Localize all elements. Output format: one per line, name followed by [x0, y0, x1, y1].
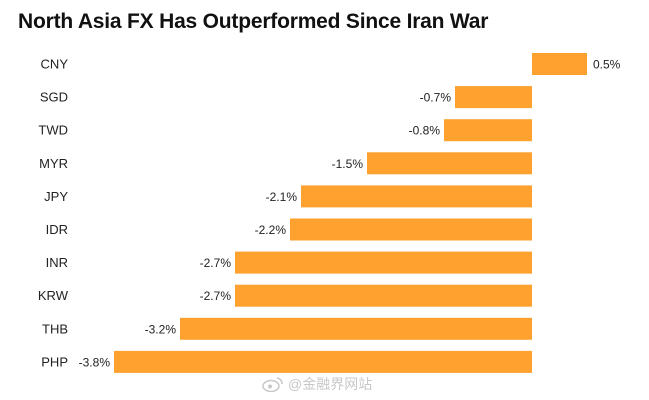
bar-myr: [367, 152, 532, 175]
value-label-thb: -3.2%: [145, 322, 177, 336]
value-label-twd: -0.8%: [409, 124, 441, 138]
bar-sgd: [455, 86, 532, 109]
bar-idr: [290, 218, 532, 241]
value-label-jpy: -2.1%: [266, 190, 298, 204]
value-label-idr: -2.2%: [255, 223, 287, 237]
bar-twd: [444, 119, 532, 142]
category-label-twd: TWD: [38, 123, 68, 138]
category-label-jpy: JPY: [44, 189, 68, 204]
category-label-idr: IDR: [46, 222, 68, 237]
bar-thb: [180, 317, 532, 340]
category-label-sgd: SGD: [40, 90, 68, 105]
category-label-krw: KRW: [38, 288, 69, 303]
bar-cny: [532, 53, 587, 75]
watermark-text: @金融界网站: [288, 376, 373, 392]
bar-jpy: [301, 185, 532, 208]
value-label-inr: -2.7%: [200, 256, 232, 270]
value-label-krw: -2.7%: [200, 289, 232, 303]
value-label-cny: 0.5%: [593, 58, 621, 72]
watermark: @金融界网站: [262, 374, 372, 394]
bar-krw: [235, 284, 532, 307]
weibo-icon: [262, 377, 283, 392]
value-label-php: -3.8%: [79, 355, 111, 369]
value-label-sgd: -0.7%: [420, 91, 452, 105]
bar-php: [114, 350, 532, 373]
category-label-myr: MYR: [39, 156, 68, 171]
chart-title: North Asia FX Has Outperformed Since Ira…: [18, 10, 489, 33]
bar-inr: [235, 251, 532, 274]
category-label-php: PHP: [41, 354, 68, 369]
value-label-myr: -1.5%: [332, 157, 364, 171]
category-label-inr: INR: [46, 255, 68, 270]
category-label-cny: CNY: [41, 57, 69, 72]
category-label-thb: THB: [42, 321, 68, 336]
